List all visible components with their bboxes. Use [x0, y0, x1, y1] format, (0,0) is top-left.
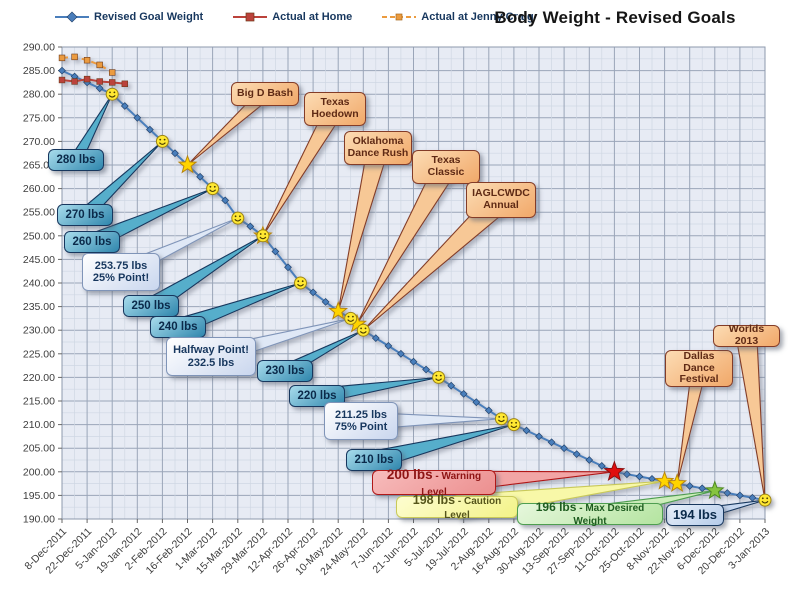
svg-text:195.00: 195.00 [23, 490, 55, 502]
smiley-icon [356, 323, 370, 337]
svg-text:190.00: 190.00 [23, 514, 55, 526]
legend-label: Actual at Home [272, 11, 353, 23]
callout-230-lbs: 230 lbs [257, 360, 313, 382]
svg-text:205.00: 205.00 [23, 443, 55, 455]
smiley-icon [432, 370, 446, 384]
callout-warning-level: 200 lbs - Warning Level [372, 467, 496, 498]
smiley-icon [758, 493, 772, 507]
legend-item-revised-goal-weight: Revised Goal Weight [55, 11, 203, 23]
smiley-icon [105, 87, 119, 101]
svg-text:215.00: 215.00 [23, 396, 55, 408]
callout-max-desired-weight: 196 lbs - Max Desired Weight [517, 500, 663, 527]
smiley-icon [155, 134, 169, 148]
gold-star-icon [667, 473, 688, 493]
callout-oklahoma-dance-rush: Oklahoma Dance Rush [344, 131, 412, 165]
gold-star-icon [328, 300, 349, 320]
callout-240-lbs: 240 lbs [150, 316, 206, 338]
svg-text:245.00: 245.00 [23, 254, 55, 266]
callout-250-lbs: 250 lbs [123, 295, 179, 317]
callout-210-lbs: 210 lbs [346, 449, 402, 471]
gold-star-icon [177, 154, 198, 174]
green-star-icon [704, 480, 725, 500]
goal-line-marker-icon [55, 11, 89, 23]
smiley-icon [344, 311, 358, 325]
smiley-icon [206, 182, 220, 196]
callout-big-d-bash: Big D Bash [231, 82, 299, 106]
callout-25-percent-point: 253.75 lbs 25% Point! [82, 253, 160, 291]
svg-text:230.00: 230.00 [23, 325, 55, 337]
svg-text:240.00: 240.00 [23, 278, 55, 290]
svg-text:200.00: 200.00 [23, 466, 55, 478]
smiley-icon [256, 229, 270, 243]
red-star-icon [603, 460, 626, 482]
smiley-icon [507, 418, 521, 432]
milestone-markers [105, 87, 772, 507]
svg-text:255.00: 255.00 [23, 207, 55, 219]
jenny-craig-line-marker-icon [382, 11, 417, 23]
callout-halfway-point: Halfway Point! 232.5 lbs [166, 337, 256, 376]
callout-worlds-2013: Worlds 2013 [713, 323, 780, 347]
svg-text:225.00: 225.00 [23, 348, 55, 360]
callout-tails [69, 88, 766, 523]
svg-text:290.00: 290.00 [23, 42, 55, 54]
callout-280-lbs: 280 lbs [48, 149, 104, 171]
callout-texas-hoedown: Texas Hoedown [304, 92, 366, 126]
callout-270-lbs: 270 lbs [57, 204, 113, 226]
series-lines [58, 53, 769, 504]
callout-dallas-dance-festival: Dallas Dance Festival [665, 350, 733, 387]
smiley-icon [294, 276, 307, 290]
gold-star-icon [654, 470, 675, 490]
svg-text:275.00: 275.00 [23, 112, 55, 124]
home-line-marker-icon [233, 11, 268, 23]
svg-text:210.00: 210.00 [23, 419, 55, 431]
gridlines [61, 46, 766, 520]
svg-text:265.00: 265.00 [23, 160, 55, 172]
svg-text:260.00: 260.00 [23, 183, 55, 195]
svg-text:220.00: 220.00 [23, 372, 55, 384]
chart-title: Body Weight - Revised Goals [494, 8, 736, 27]
callout-iaglcwdc-annual: IAGLCWDC Annual [466, 182, 536, 218]
svg-text:285.00: 285.00 [23, 65, 55, 77]
svg-text:235.00: 235.00 [23, 301, 55, 313]
legend-item-actual-at-jenny-craig: Actual at Jenny Craig [382, 11, 534, 23]
legend-item-actual-at-home: Actual at Home [233, 11, 352, 23]
callout-220-lbs: 220 lbs [289, 385, 345, 407]
svg-text:250.00: 250.00 [23, 230, 55, 242]
svg-text:270.00: 270.00 [23, 136, 55, 148]
svg-text:280.00: 280.00 [23, 89, 55, 101]
legend-label: Actual at Jenny Craig [421, 11, 534, 23]
callout-caution-level: 198 lbs - Caution Level [396, 493, 518, 521]
smiley-icon [494, 412, 508, 426]
chart-legend: Revised Goal Weight Actual at Home Actua… [55, 11, 534, 23]
callout-texas-classic: Texas Classic [412, 150, 480, 184]
callout-260-lbs: 260 lbs [64, 231, 120, 253]
smiley-icon [231, 211, 245, 225]
callout-75-percent-point: 211.25 lbs 75% Point [324, 402, 398, 440]
legend-label: Revised Goal Weight [94, 11, 204, 23]
callout-194-lbs: 194 lbs [666, 504, 724, 526]
